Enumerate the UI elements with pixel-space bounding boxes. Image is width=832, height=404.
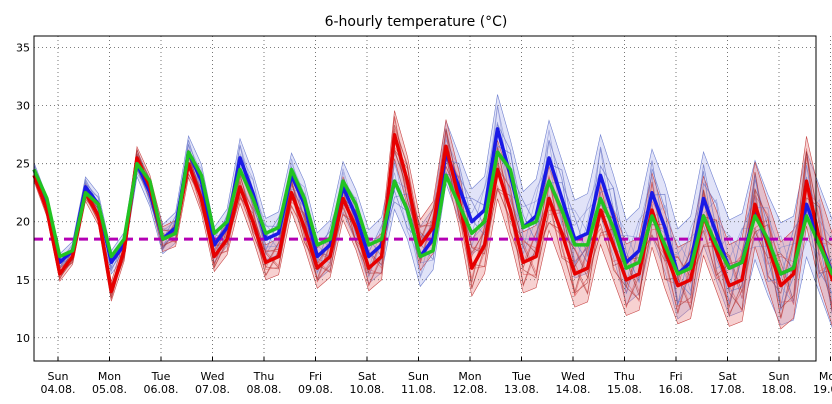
x-tick-date: 04.08. [41, 383, 76, 396]
x-tick-day: Sun [48, 370, 69, 383]
x-tick-date: 18.08. [762, 383, 797, 396]
x-tick-day: Mon [458, 370, 481, 383]
x-tick-day: Sat [718, 370, 737, 383]
x-tick-date: 07.08. [195, 383, 230, 396]
x-tick-day: Sun [769, 370, 790, 383]
y-tick-label: 25 [16, 158, 30, 171]
y-tick-label: 30 [16, 100, 30, 113]
y-tick-label: 10 [16, 332, 30, 345]
x-tick-date: 10.08. [350, 383, 385, 396]
x-tick-day: Thu [253, 370, 275, 383]
x-tick-date: 05.08. [92, 383, 127, 396]
x-tick-date: 06.08. [144, 383, 179, 396]
x-tick-date: 13.08. [504, 383, 539, 396]
y-axis-ticks: 10 15 20 25 30 35 [16, 42, 30, 345]
x-tick-day: Wed [561, 370, 585, 383]
x-tick-date: 17.08. [710, 383, 745, 396]
x-tick-day: Sat [358, 370, 377, 383]
x-tick-date: 15.08. [607, 383, 642, 396]
x-tick-date: 12.08. [453, 383, 488, 396]
x-tick-date: 09.08. [298, 383, 333, 396]
x-axis-ticks: Sun04.08.Mon05.08.Tue06.08.Wed07.08.Thu0… [41, 357, 832, 396]
x-tick-day: Wed [201, 370, 225, 383]
x-tick-date: 14.08. [556, 383, 591, 396]
x-tick-date: 08.08. [247, 383, 282, 396]
x-tick-date: 16.08. [659, 383, 694, 396]
x-tick-day: Sun [408, 370, 429, 383]
x-tick-day: Fri [309, 370, 322, 383]
x-tick-date: 11.08. [401, 383, 436, 396]
x-tick-day: Tue [511, 370, 531, 383]
y-tick-label: 35 [16, 42, 30, 55]
chart-title: 6-hourly temperature (°C) [325, 14, 508, 30]
y-tick-label: 20 [16, 216, 30, 229]
x-tick-day: Tue [151, 370, 171, 383]
x-tick-day: Thu [613, 370, 635, 383]
x-tick-day: Mon [819, 370, 832, 383]
x-tick-date: 19.08. [813, 383, 832, 396]
x-tick-day: Mon [98, 370, 121, 383]
y-tick-label: 15 [16, 274, 30, 287]
x-tick-day: Fri [669, 370, 682, 383]
